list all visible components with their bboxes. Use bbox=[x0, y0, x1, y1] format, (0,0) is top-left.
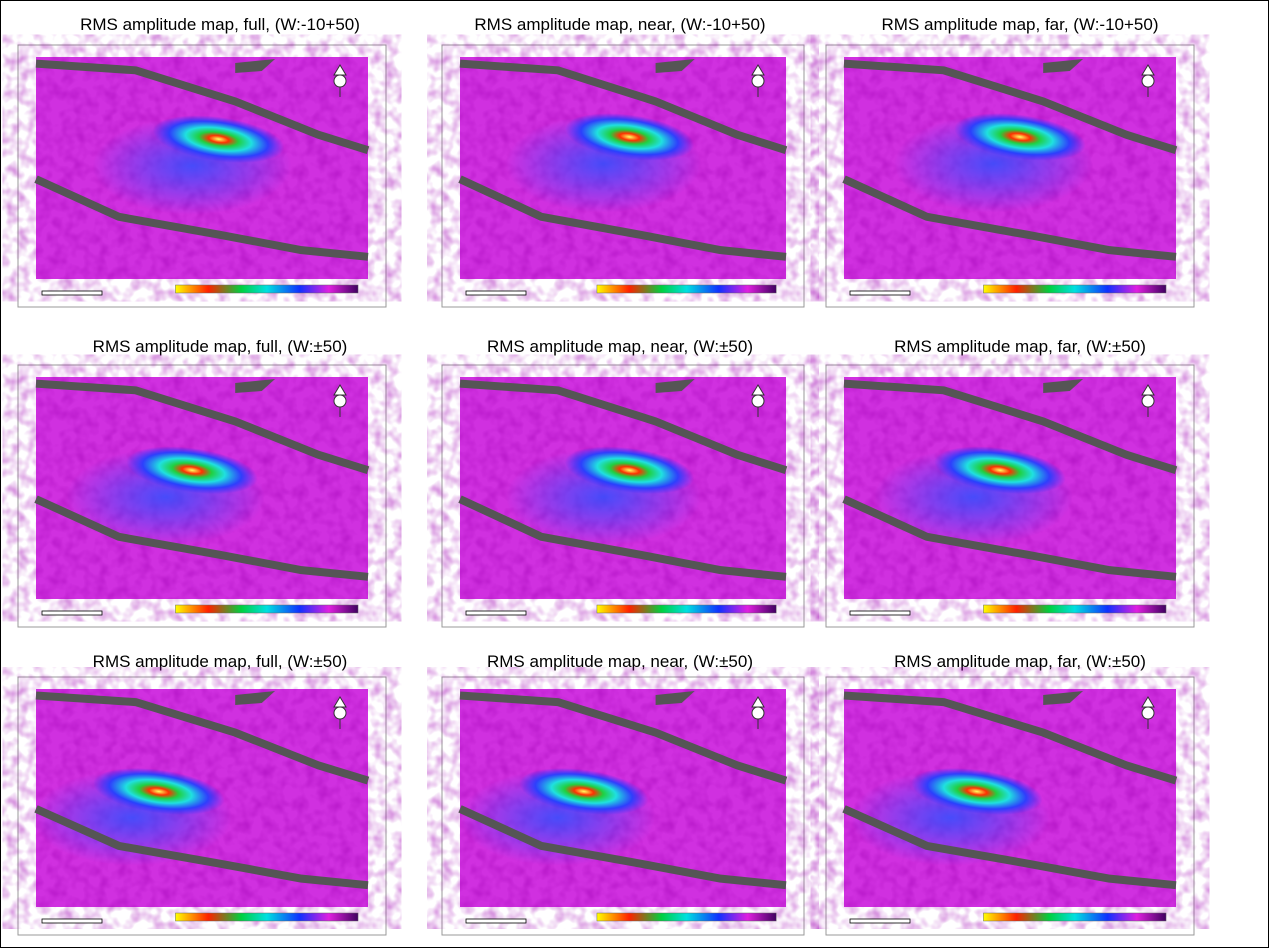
scale-bar bbox=[849, 290, 911, 296]
map-panel bbox=[825, 44, 1195, 308]
fault-block bbox=[655, 691, 695, 705]
scale-bar bbox=[465, 918, 527, 924]
map-panel bbox=[17, 44, 387, 308]
map-panel bbox=[17, 676, 387, 936]
map-panel bbox=[441, 44, 805, 308]
color-bar bbox=[175, 604, 359, 614]
scale-bar bbox=[465, 290, 527, 296]
north-symbol bbox=[333, 394, 347, 408]
fault-band bbox=[843, 379, 1178, 475]
north-symbol bbox=[751, 394, 765, 408]
fault-band bbox=[35, 59, 370, 155]
amplitude-anomaly bbox=[934, 446, 1066, 495]
fault-block bbox=[235, 379, 276, 393]
fault-band bbox=[842, 175, 1177, 261]
fault-band bbox=[34, 805, 369, 890]
panel-title: RMS amplitude map, far, (W:±50) bbox=[894, 337, 1146, 356]
amplitude-anomaly bbox=[910, 767, 1043, 815]
amplitude-anomaly bbox=[152, 115, 285, 163]
panel-title: RMS amplitude map, full, (W:±50) bbox=[93, 652, 348, 671]
amplitude-anomaly bbox=[93, 767, 225, 815]
fault-block bbox=[1043, 691, 1084, 705]
map-panel bbox=[825, 676, 1195, 936]
panel-title: RMS amplitude map, full, (W:±50) bbox=[93, 337, 348, 356]
fault-band bbox=[34, 175, 369, 261]
fault-band bbox=[458, 175, 787, 261]
fault-block bbox=[655, 59, 695, 73]
map-panel bbox=[441, 364, 805, 628]
map-panel bbox=[441, 676, 805, 936]
amplitude-anomaly bbox=[126, 446, 258, 495]
panel-title: RMS amplitude map, full, (W:-10+50) bbox=[80, 15, 360, 34]
amplitude-anomaly bbox=[519, 768, 649, 815]
north-symbol bbox=[751, 74, 765, 88]
color-bar bbox=[983, 604, 1167, 614]
panel-title: RMS amplitude map, near, (W:±50) bbox=[487, 337, 753, 356]
amplitude-anomaly bbox=[564, 113, 695, 161]
fault-block bbox=[1043, 379, 1084, 393]
panel-title: RMS amplitude map, near, (W:-10+50) bbox=[474, 15, 765, 34]
scale-bar bbox=[41, 610, 103, 616]
color-bar bbox=[983, 284, 1167, 294]
fault-band bbox=[843, 59, 1178, 155]
map-panel bbox=[825, 364, 1195, 628]
north-symbol bbox=[1141, 394, 1155, 408]
scale-bar bbox=[41, 290, 103, 296]
scale-bar bbox=[849, 918, 911, 924]
color-bar bbox=[175, 912, 359, 922]
north-symbol bbox=[333, 706, 347, 720]
scale-bar bbox=[465, 610, 527, 616]
scale-bar bbox=[849, 610, 911, 616]
fault-block bbox=[655, 379, 695, 393]
north-symbol bbox=[1141, 706, 1155, 720]
fault-block bbox=[235, 691, 276, 705]
panel-title: RMS amplitude map, far, (W:±50) bbox=[894, 652, 1146, 671]
scale-bar bbox=[41, 918, 103, 924]
fault-band bbox=[34, 495, 369, 581]
map-panel bbox=[17, 364, 387, 628]
amplitude-anomaly bbox=[954, 113, 1086, 161]
fault-band bbox=[459, 59, 788, 155]
fault-band bbox=[842, 495, 1177, 581]
color-bar bbox=[596, 284, 777, 294]
panel-title: RMS amplitude map, far, (W:-10+50) bbox=[882, 15, 1159, 34]
north-symbol bbox=[1141, 74, 1155, 88]
fault-band bbox=[458, 495, 787, 581]
panel-title: RMS amplitude map, near, (W:±50) bbox=[487, 652, 753, 671]
color-bar bbox=[596, 604, 777, 614]
fault-band bbox=[459, 379, 788, 475]
color-bar bbox=[175, 284, 359, 294]
color-bar bbox=[983, 912, 1167, 922]
color-bar bbox=[596, 912, 777, 922]
fault-band bbox=[35, 691, 370, 785]
north-symbol bbox=[751, 706, 765, 720]
fault-band bbox=[842, 805, 1177, 890]
fault-block bbox=[235, 59, 276, 73]
amplitude-anomaly bbox=[564, 446, 695, 495]
fault-band bbox=[843, 691, 1178, 785]
fault-band bbox=[459, 691, 788, 785]
north-symbol bbox=[333, 74, 347, 88]
fault-block bbox=[1043, 59, 1084, 73]
fault-band bbox=[35, 379, 370, 475]
fault-band bbox=[458, 805, 787, 890]
